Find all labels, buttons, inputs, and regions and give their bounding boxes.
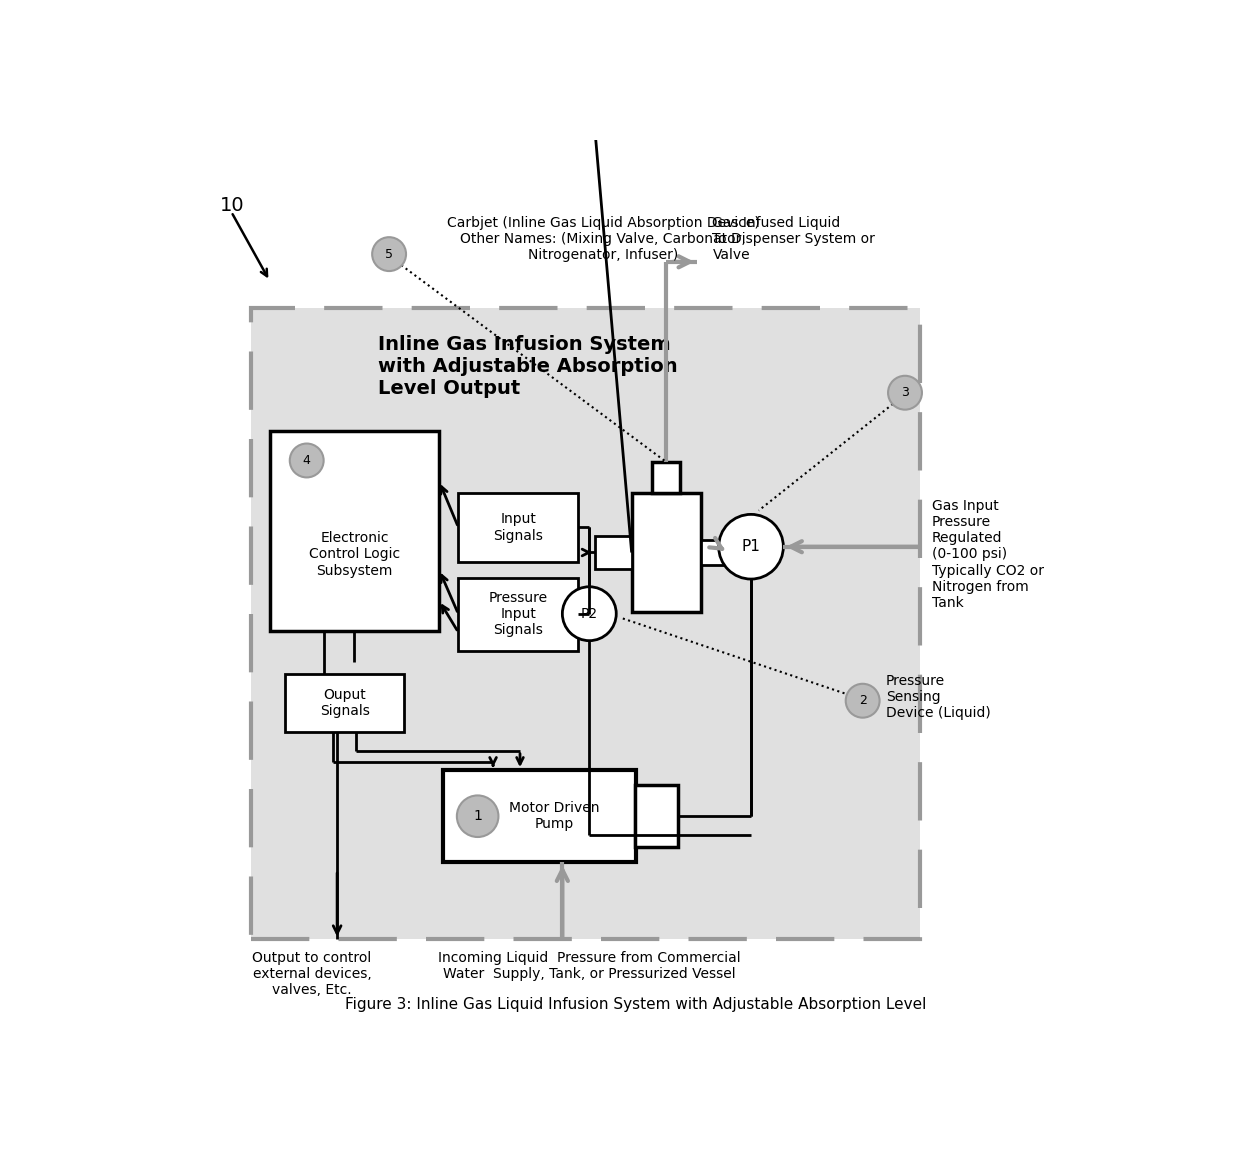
Text: Incoming Liquid  Pressure from Commercial
Water  Supply, Tank, or Pressurized Ve: Incoming Liquid Pressure from Commercial… — [438, 951, 740, 981]
Bar — [459, 577, 578, 651]
Circle shape — [563, 586, 616, 641]
Text: 1: 1 — [474, 809, 482, 823]
Circle shape — [846, 683, 879, 717]
Bar — [595, 536, 631, 570]
Circle shape — [372, 237, 405, 271]
Bar — [652, 463, 681, 493]
Text: Pressure
Input
Signals: Pressure Input Signals — [489, 591, 548, 638]
Bar — [459, 493, 578, 562]
Text: Electronic
Control Logic
Subsystem: Electronic Control Logic Subsystem — [309, 531, 401, 578]
Bar — [631, 493, 701, 612]
Bar — [443, 770, 635, 862]
Circle shape — [290, 444, 324, 478]
Text: Motor Driven
Pump: Motor Driven Pump — [510, 801, 600, 832]
Text: Carbjet (Inline Gas Liquid Absorption Device)
Other Names: (Mixing Valve, Carbon: Carbjet (Inline Gas Liquid Absorption De… — [446, 216, 760, 262]
Text: Pressure
Sensing
Device (Liquid): Pressure Sensing Device (Liquid) — [885, 674, 991, 719]
Text: Ouput
Signals: Ouput Signals — [320, 688, 370, 718]
Bar — [635, 785, 678, 847]
Text: Gas Infused Liquid
To Dispenser System or
Valve: Gas Infused Liquid To Dispenser System o… — [713, 216, 875, 262]
Text: 4: 4 — [303, 454, 311, 467]
Circle shape — [456, 795, 498, 837]
Text: 2: 2 — [859, 694, 867, 707]
Circle shape — [888, 376, 921, 410]
Text: 3: 3 — [901, 387, 909, 399]
Bar — [285, 674, 404, 731]
Circle shape — [719, 514, 784, 579]
Bar — [270, 431, 439, 632]
Text: Figure 3: Inline Gas Liquid Infusion System with Adjustable Absorption Level: Figure 3: Inline Gas Liquid Infusion Sys… — [345, 997, 926, 1013]
Text: Gas Input
Pressure
Regulated
(0-100 psi)
Typically CO2 or
Nitrogen from
Tank: Gas Input Pressure Regulated (0-100 psi)… — [932, 499, 1044, 610]
Text: Output to control
external devices,
valves, Etc.: Output to control external devices, valv… — [253, 951, 372, 997]
Bar — [250, 308, 920, 939]
Text: 10: 10 — [219, 196, 244, 215]
Text: 5: 5 — [386, 248, 393, 260]
Bar — [701, 540, 728, 565]
Text: P2: P2 — [580, 606, 598, 620]
Text: Inline Gas Infusion System
with Adjustable Absorption
Level Output: Inline Gas Infusion System with Adjustab… — [377, 335, 677, 398]
Text: Input
Signals: Input Signals — [494, 513, 543, 543]
Text: P1: P1 — [742, 540, 760, 555]
